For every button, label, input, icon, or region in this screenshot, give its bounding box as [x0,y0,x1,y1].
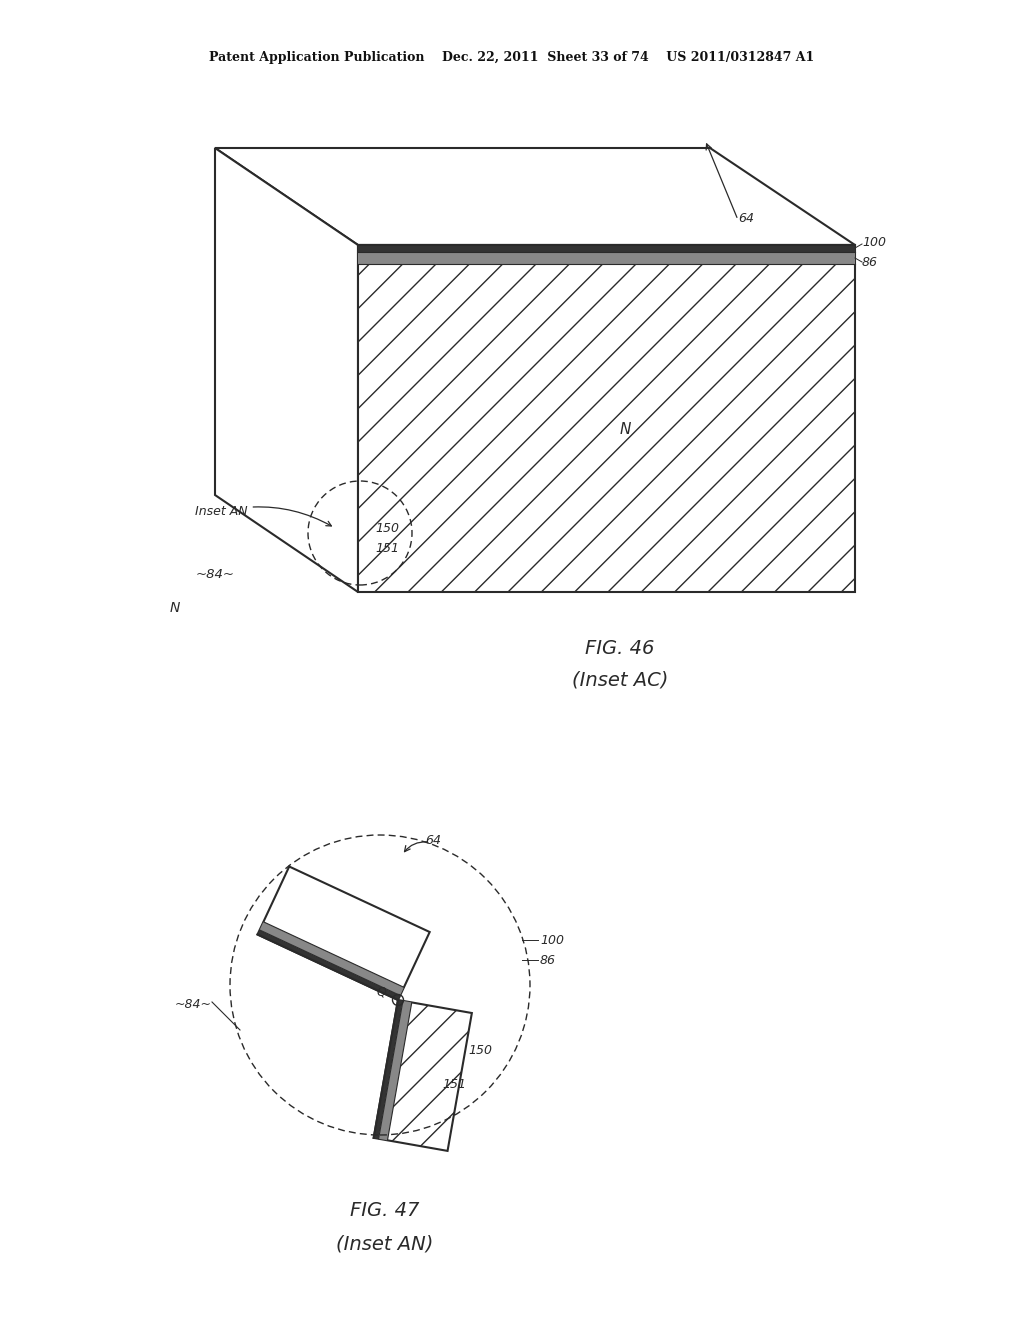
Text: Q: Q [376,986,386,998]
Text: 86: 86 [540,953,556,966]
Polygon shape [379,1001,412,1140]
Polygon shape [374,1001,472,1151]
Text: ~84~: ~84~ [196,568,234,581]
Text: N: N [170,601,180,615]
Text: 150: 150 [375,521,399,535]
Text: (Inset AN): (Inset AN) [336,1234,434,1254]
Text: Inset AN: Inset AN [195,506,332,525]
Text: FIG. 47: FIG. 47 [350,1200,420,1220]
Text: (Inset AC): (Inset AC) [571,671,669,689]
Polygon shape [358,246,855,252]
Text: Patent Application Publication    Dec. 22, 2011  Sheet 33 of 74    US 2011/03128: Patent Application Publication Dec. 22, … [209,51,815,65]
Text: 150: 150 [468,1044,492,1056]
Text: FIG. 46: FIG. 46 [586,639,654,657]
Polygon shape [215,148,855,246]
Text: ~84~: ~84~ [175,998,212,1011]
Polygon shape [374,1001,402,1139]
Text: 151: 151 [375,541,399,554]
Text: 86: 86 [862,256,878,268]
Polygon shape [257,866,430,1001]
Polygon shape [358,252,855,264]
Polygon shape [215,148,358,591]
Text: 64: 64 [425,833,441,846]
Text: 151: 151 [442,1078,466,1092]
Text: 64: 64 [738,211,754,224]
Text: 100: 100 [540,933,564,946]
Polygon shape [260,921,403,995]
Text: 100: 100 [862,235,886,248]
Text: N: N [620,422,632,437]
Polygon shape [257,931,400,1001]
Polygon shape [358,246,855,591]
